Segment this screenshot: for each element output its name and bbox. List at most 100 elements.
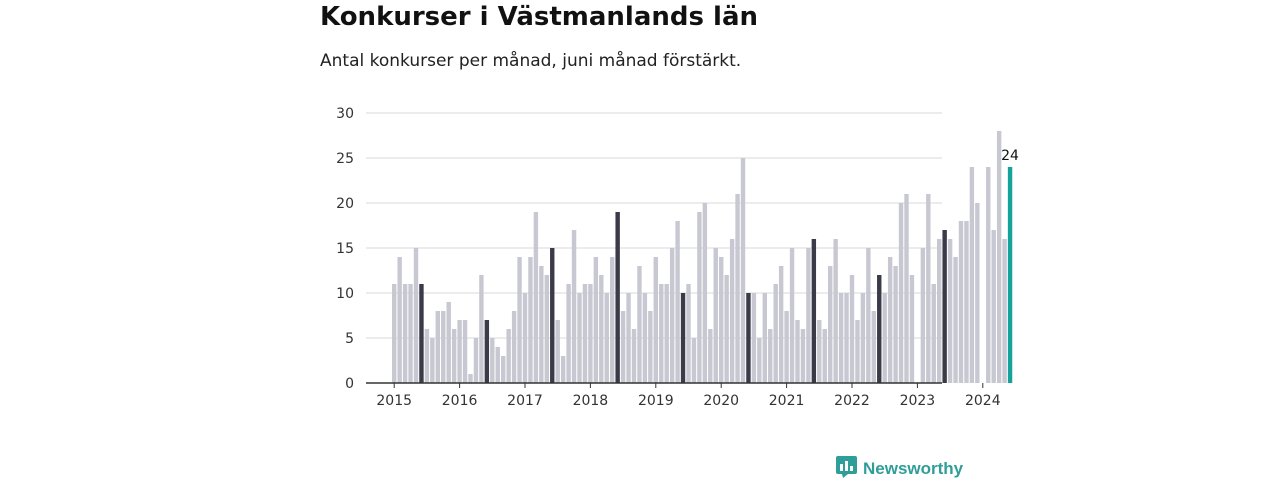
bar xyxy=(451,329,457,383)
bar xyxy=(735,194,740,383)
bar xyxy=(740,158,746,383)
bar xyxy=(457,320,462,383)
bar xyxy=(768,329,773,383)
bar xyxy=(871,311,876,383)
bar xyxy=(506,329,511,383)
bar xyxy=(713,248,718,383)
bar xyxy=(828,266,833,383)
bar xyxy=(539,266,544,383)
bar xyxy=(860,293,866,383)
bar xyxy=(648,311,653,383)
bar xyxy=(599,275,604,383)
y-tick-label: 20 xyxy=(336,196,354,212)
bar xyxy=(588,284,593,383)
y-tick-label: 5 xyxy=(345,331,354,347)
y-tick-label: 0 xyxy=(345,376,354,392)
bar xyxy=(473,338,479,383)
bar xyxy=(746,293,751,383)
bar xyxy=(877,275,882,383)
bar xyxy=(898,203,904,383)
bar xyxy=(446,302,451,383)
y-tick-label: 30 xyxy=(336,106,354,122)
bar xyxy=(893,266,898,383)
bar xyxy=(413,248,419,383)
bar xyxy=(953,257,958,383)
bar xyxy=(751,293,757,383)
bar xyxy=(544,275,549,383)
x-tick-label: 2015 xyxy=(376,393,412,409)
bar xyxy=(511,311,517,383)
x-tick-label: 2020 xyxy=(703,393,739,409)
bar xyxy=(620,311,626,383)
bar xyxy=(926,194,931,383)
bar xyxy=(571,230,577,383)
bar xyxy=(784,311,789,383)
bar xyxy=(762,293,767,383)
y-tick-labels: 0 5 10 15 20 25 30 xyxy=(336,106,354,392)
bar xyxy=(560,356,566,383)
bar xyxy=(942,230,947,383)
bar xyxy=(833,239,838,383)
bar xyxy=(838,293,844,383)
bar xyxy=(811,239,817,383)
bar xyxy=(937,239,942,383)
bar xyxy=(806,248,811,383)
bar xyxy=(582,284,588,383)
bar xyxy=(424,329,430,383)
bar xyxy=(773,284,778,383)
x-tick-label: 2023 xyxy=(900,393,936,409)
bar xyxy=(577,293,582,383)
bar xyxy=(468,374,473,383)
bar xyxy=(642,293,648,383)
bar xyxy=(550,248,555,383)
bar xyxy=(593,257,599,383)
bar xyxy=(517,257,522,383)
bar xyxy=(817,320,822,383)
bar xyxy=(533,212,539,383)
y-tick-label: 25 xyxy=(336,151,354,167)
bar xyxy=(501,356,506,383)
x-tick-labels: 2015 2016 2017 2018 2019 2020 2021 2022 2023 2024 xyxy=(376,393,1000,409)
bar xyxy=(789,248,795,383)
x-tick-label: 2017 xyxy=(507,393,543,409)
bar xyxy=(566,284,571,383)
bar xyxy=(419,284,424,383)
bar xyxy=(528,257,533,383)
bar xyxy=(996,131,1002,383)
x-tick-label: 2024 xyxy=(965,393,1001,409)
bar xyxy=(719,257,724,383)
bar xyxy=(887,257,893,383)
bar-chart: 0 5 10 15 20 25 30 2015 2016 2017 2018 2019 2020 202… xyxy=(336,106,1019,409)
bar xyxy=(441,311,446,383)
bar xyxy=(1007,167,1013,383)
x-tick-label: 2022 xyxy=(834,393,870,409)
bar xyxy=(904,194,909,383)
bar xyxy=(975,203,980,383)
bar xyxy=(495,347,500,383)
bar xyxy=(991,230,996,383)
bar xyxy=(708,329,713,383)
bar xyxy=(637,266,642,383)
bar xyxy=(795,320,800,383)
bar xyxy=(430,338,435,383)
bar xyxy=(729,239,735,383)
bar xyxy=(697,212,702,383)
bar xyxy=(969,167,975,383)
bar xyxy=(882,293,887,383)
bar xyxy=(920,248,926,383)
bar xyxy=(986,167,991,383)
bar xyxy=(702,203,708,383)
bar xyxy=(757,338,762,383)
bar xyxy=(686,284,691,383)
bar xyxy=(855,320,860,383)
x-tick-label: 2021 xyxy=(769,393,805,409)
brand-logo[interactable]: Newsworthy xyxy=(836,456,963,482)
bar xyxy=(680,293,686,383)
bar xyxy=(822,329,827,383)
bar xyxy=(615,212,620,383)
bar xyxy=(462,320,468,383)
bar xyxy=(866,248,871,383)
bar xyxy=(964,221,969,383)
x-tick-label: 2019 xyxy=(638,393,674,409)
bar xyxy=(675,221,680,383)
